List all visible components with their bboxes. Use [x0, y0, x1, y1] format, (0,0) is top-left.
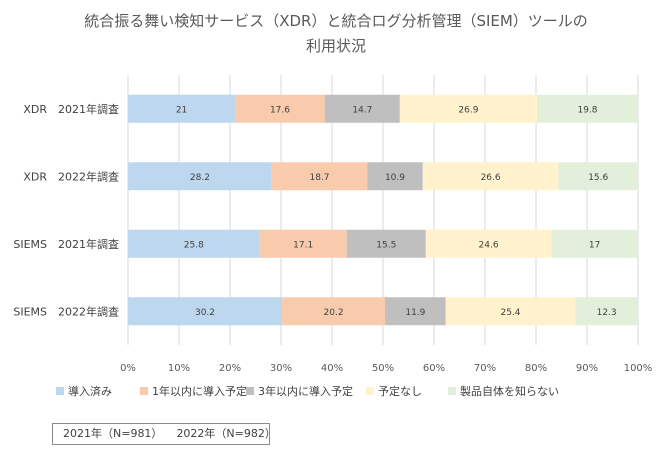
bar-value-label: 17.6 [270, 105, 290, 115]
x-tick-label: 0% [120, 363, 136, 374]
legend-label: 1年以内に導入予定 [152, 384, 247, 398]
bar-value-label: 20.2 [324, 308, 344, 318]
bar-segment [425, 229, 552, 258]
bar-segment [551, 229, 638, 258]
legend-label: 予定なし [378, 384, 422, 398]
bar-segment [324, 94, 400, 123]
sample-size-2022: 2022年（N=982） [176, 427, 276, 440]
bar-value-label: 17 [589, 240, 600, 250]
x-tick-labels: 0% 10% 20% 30% 40% 50% 60% 70% 80% 90% 100% [120, 363, 652, 374]
bar-value-label: 30.2 [195, 308, 215, 318]
bar-segment [235, 94, 325, 123]
legend-label: 製品自体を知らない [460, 384, 559, 398]
x-tick-label: 50% [372, 363, 394, 374]
bar-segment [575, 297, 638, 326]
x-tick-label: 20% [219, 363, 241, 374]
bar-value-label: 25.4 [500, 308, 520, 318]
legend-label: 導入済み [68, 384, 112, 398]
bar-segment [128, 229, 260, 258]
x-tick-label: 30% [270, 363, 292, 374]
x-tick-label: 90% [576, 363, 598, 374]
legend-swatch [246, 387, 254, 395]
bar-segment [445, 297, 576, 326]
bar-segment [346, 229, 426, 258]
bar-value-label: 15.5 [376, 240, 396, 250]
legend-swatch [448, 387, 456, 395]
bar-segment [282, 297, 386, 326]
bar-value-label: 19.8 [577, 105, 597, 115]
bar-value-label: 24.6 [479, 240, 499, 250]
legend: 導入済み 1年以内に導入予定 3年以内に導入予定 予定なし 製品自体を知らない [56, 384, 559, 398]
bar-segment [537, 94, 638, 123]
chart-svg: 統合振る舞い検知サービス（XDR）と統合ログ分析管理（SIEM）ツールの 利用状… [13, 12, 652, 398]
bar-value-label: 25.8 [184, 240, 204, 250]
legend-swatch [366, 387, 374, 395]
bar-segment [128, 162, 272, 191]
category-label: XDR 2021年調査 [23, 102, 119, 116]
bar-segment [367, 162, 423, 191]
category-label: SIEMS 2022年調査 [13, 304, 119, 318]
sample-size-note: 2021年（N=981） 2022年（N=982） [52, 423, 276, 445]
bar-segment [385, 297, 446, 326]
category-label: SIEMS 2021年調査 [13, 237, 119, 251]
bar-value-label: 18.7 [309, 173, 329, 183]
x-tick-label: 100% [624, 363, 653, 374]
bar-segment [128, 94, 236, 123]
x-tick-label: 70% [474, 363, 496, 374]
bar-segment [399, 94, 538, 123]
category-labels: XDR 2021年調査 XDR 2022年調査 SIEMS 2021年調査 SIEMS… [13, 102, 119, 319]
bars: 21 17.6 14.7 26.9 19.8 28.2 18.7 10.9 26.6 15.6 25… [128, 94, 638, 326]
bar-value-label: 26.9 [458, 105, 478, 115]
legend-swatch [140, 387, 148, 395]
x-tick-label: 80% [525, 363, 547, 374]
legend-swatch [56, 387, 64, 395]
bar-segment [128, 297, 283, 326]
bar-value-label: 26.6 [481, 173, 501, 183]
bar-segment [558, 162, 638, 191]
x-tick-label: 10% [168, 363, 190, 374]
bar-segment [259, 229, 347, 258]
x-tick-label: 40% [321, 363, 343, 374]
chart-title-line-1: 統合振る舞い検知サービス（XDR）と統合ログ分析管理（SIEM）ツールの [84, 12, 588, 30]
bar-segment [271, 162, 368, 191]
chart-title-line-2: 利用状況 [306, 37, 366, 55]
bar-value-label: 21 [176, 105, 187, 115]
bar-value-label: 17.1 [293, 240, 313, 250]
bar-value-label: 10.9 [385, 173, 405, 183]
bar-value-label: 14.7 [352, 105, 372, 115]
sample-size-2021: 2021年（N=981） [63, 427, 163, 440]
bar-segment [422, 162, 559, 191]
bar-value-label: 12.3 [597, 308, 617, 318]
bar-value-label: 11.9 [405, 308, 425, 318]
bar-value-label: 15.6 [588, 173, 608, 183]
category-label: XDR 2022年調査 [23, 169, 119, 183]
bar-value-label: 28.2 [190, 173, 210, 183]
x-tick-label: 60% [423, 363, 445, 374]
legend-label: 3年以内に導入予定 [258, 384, 353, 398]
